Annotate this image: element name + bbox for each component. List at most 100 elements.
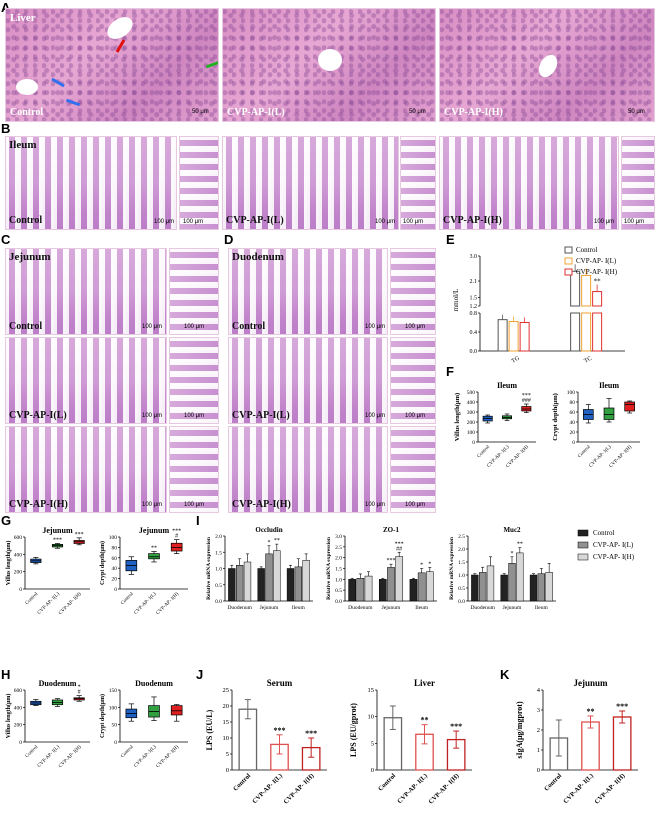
legend-swatch xyxy=(577,529,589,537)
chart-title: Liver xyxy=(414,678,435,688)
y-tick-label: 1.2 xyxy=(470,304,478,310)
bar-CVP-AP- I(L)-Ileum xyxy=(537,573,545,602)
duodenum-high-label: CVP-AP-I(H) xyxy=(232,499,291,510)
significance-mark: * xyxy=(420,563,423,569)
panel-label-c: C xyxy=(1,232,11,247)
chart-title: Duodenum xyxy=(135,679,173,688)
y-tick-label: 1.5 xyxy=(335,567,342,573)
x-tick-label: CVP-AP- I(H) xyxy=(156,592,180,616)
bar-CVP-AP- I(H)-Ileum xyxy=(302,560,310,602)
y-tick-label: 15 xyxy=(223,719,230,726)
bar-Control-Duodenum xyxy=(228,568,236,602)
y-tick-label: 0.8 xyxy=(470,311,478,317)
panel-label-i: I xyxy=(196,513,200,528)
y-tick-label: 3 xyxy=(537,707,540,714)
scale-bar-label: 100 μm xyxy=(405,324,426,330)
y-tick-label: 5 xyxy=(226,751,229,758)
y-tick-label: 2.1 xyxy=(470,279,478,285)
x-tick-label: Duodenum xyxy=(348,605,373,611)
y-tick-label: 15 xyxy=(368,687,375,694)
duodenum-control-image: Duodenum Control 100 μm xyxy=(228,248,388,335)
x-tick-label: Jejunum xyxy=(503,605,522,611)
y-tick-label: 0 xyxy=(472,440,475,446)
box-1 xyxy=(148,553,160,560)
bar-CVP-AP- I(H)-Ileum xyxy=(426,571,434,602)
scale-bar-label: 100 μm xyxy=(142,502,163,508)
scale-bar-label: 100 μm xyxy=(365,324,386,330)
x-tick-label: Duodenum xyxy=(227,605,252,611)
ileum-control-label: Control xyxy=(9,215,43,226)
y-tick-label: 3.0 xyxy=(470,254,478,260)
scale-bar-label: 50 μm xyxy=(628,109,645,115)
x-tick-label: Ileum xyxy=(415,605,429,611)
liver-high-image: CVP-AP-I(H) 50 μm xyxy=(439,8,655,122)
liver-high-label: CVP-AP-I(H) xyxy=(444,107,503,118)
x-tick-label: Control xyxy=(25,744,40,759)
y-tick-label: 80 xyxy=(570,400,576,406)
scale-bar-label: 100 μm xyxy=(183,219,204,225)
y-axis-label: Villus length(μm) xyxy=(454,393,461,441)
jejunum-high-image: CVP-AP-I(H) 100 μm xyxy=(5,426,167,513)
chart-title: Jejunum xyxy=(42,526,73,535)
y-axis-label: mmol/L xyxy=(452,289,460,312)
chart-title: Ileum xyxy=(599,381,619,390)
y-tick-label: 100 xyxy=(467,430,476,436)
ileum-high-detail-image: 100 μm xyxy=(621,136,655,230)
y-axis-label: Crypt depth(μm) xyxy=(552,393,559,441)
scale-bar-label: 100 μm xyxy=(405,502,426,508)
y-tick-label: 3.0 xyxy=(335,534,342,540)
panel-label-j: J xyxy=(196,667,204,682)
legend-swatch xyxy=(577,541,589,549)
chart-title: Duodenum xyxy=(39,679,77,688)
bar-CVP-AP- I(H)-Duodenum xyxy=(243,561,252,602)
x-tick-label: CVP-AP- I(H) xyxy=(156,745,180,769)
bar-CVP-AP- I(H)-Duodenum xyxy=(486,565,495,602)
significance-mark: ** xyxy=(587,707,595,716)
panel-label-b: B xyxy=(1,121,11,136)
bar-CVP-AP- I(L)-Duodenum xyxy=(479,572,487,602)
x-tick-label: CVP-AP- I(H) xyxy=(427,772,460,805)
y-tick-label: 0 xyxy=(572,440,575,446)
y-tick-label: 1.0 xyxy=(335,577,342,583)
y-tick-label: 100 xyxy=(567,390,576,396)
duodenum-low-detail-image: 100 μm xyxy=(390,337,436,424)
scale-bar-label: 100 μm xyxy=(184,502,205,508)
y-tick-label: 80 xyxy=(112,545,118,551)
y-tick-label: 600 xyxy=(14,688,23,694)
chart-title: Muc2 xyxy=(503,526,521,534)
x-tick-label: CVP-AP- I(H) xyxy=(593,772,626,805)
ileum-tissue-label: Ileum xyxy=(9,139,37,151)
y-tick-label: 0.4 xyxy=(470,330,478,336)
y-tick-label: 2 xyxy=(537,727,540,734)
significance-mark: ** xyxy=(594,278,602,286)
scale-bar-label: 50 μm xyxy=(192,109,209,115)
duodenum-low-label: CVP-AP-I(L) xyxy=(232,410,290,421)
significance-mark: * xyxy=(268,540,271,546)
significance-mark: *** xyxy=(75,532,84,538)
significance-mark: *** xyxy=(616,702,628,711)
x-tick-label: Control xyxy=(120,591,135,606)
x-tick-label: CVP-AP- I(H) xyxy=(58,592,82,616)
y-tick-label: 2.0 xyxy=(335,556,342,562)
bar-CVP-AP- I(L)-Ileum xyxy=(294,566,302,602)
y-tick-label: 100 xyxy=(109,705,118,711)
legend-swatch xyxy=(564,246,573,254)
y-tick-label: 20 xyxy=(112,577,118,583)
bar-CVP-AP- I(H)-TC-lower xyxy=(592,312,603,352)
x-tick-label: Control xyxy=(577,444,592,459)
jejunum-control-detail-image: 100 μm xyxy=(169,248,219,335)
x-tick-label: CVP-AP- I(L) xyxy=(396,772,429,805)
duodenum-control-detail-image: 100 μm xyxy=(390,248,436,335)
legend-label: Control xyxy=(576,246,597,254)
duodenum-low-image: CVP-AP-I(L) 100 μm xyxy=(228,337,388,424)
bar-CVP-AP- I(H)-TG xyxy=(519,322,530,352)
bar-CVP-AP- I(L)-TG xyxy=(508,321,519,352)
y-tick-label: 20 xyxy=(223,703,230,710)
y-tick-label: 2.5 xyxy=(458,534,465,540)
y-axis-label: Crypt depth(μm) xyxy=(99,694,106,738)
liver-control-label: Control xyxy=(10,107,44,118)
y-tick-label: 4 xyxy=(537,687,541,694)
bar-Control-Jejunum xyxy=(378,579,387,602)
y-tick-label: 0.0 xyxy=(215,599,222,605)
x-tick-label: Control xyxy=(120,744,135,759)
